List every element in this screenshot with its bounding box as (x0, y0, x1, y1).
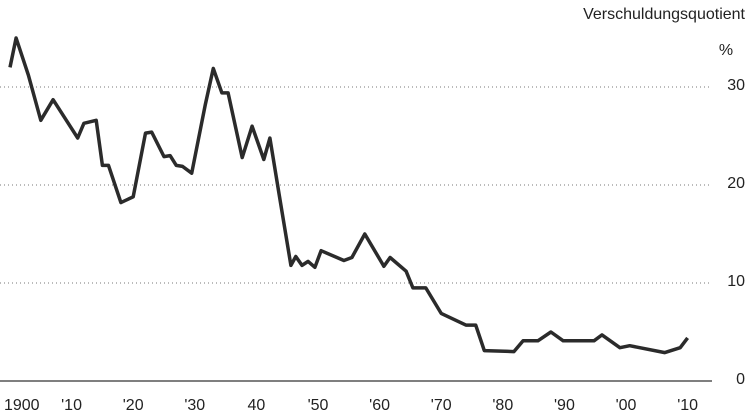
y-tick-label: 0 (736, 371, 745, 388)
x-tick-label: 40 (247, 397, 265, 414)
x-tick-label: '60 (369, 397, 390, 414)
x-tick-label: 1900 (4, 397, 40, 414)
x-tick-label: '30 (184, 397, 205, 414)
x-tick-label: '90 (554, 397, 575, 414)
data-line (8, 36, 689, 355)
x-tick-label: '00 (616, 397, 637, 414)
x-tick-label: '10 (677, 397, 698, 414)
y-tick-label: 20 (727, 175, 745, 192)
y-tick-label: 30 (727, 77, 745, 94)
x-tick-label: '80 (492, 397, 513, 414)
x-tick-label: '70 (431, 397, 452, 414)
y-axis-label: Verschuldungsquotient (583, 6, 745, 23)
y-tick-label: 10 (727, 273, 745, 290)
y-unit: % (719, 42, 733, 59)
x-tick-label: '10 (61, 397, 82, 414)
x-tick-label: '50 (308, 397, 329, 414)
x-tick-label: '20 (123, 397, 144, 414)
